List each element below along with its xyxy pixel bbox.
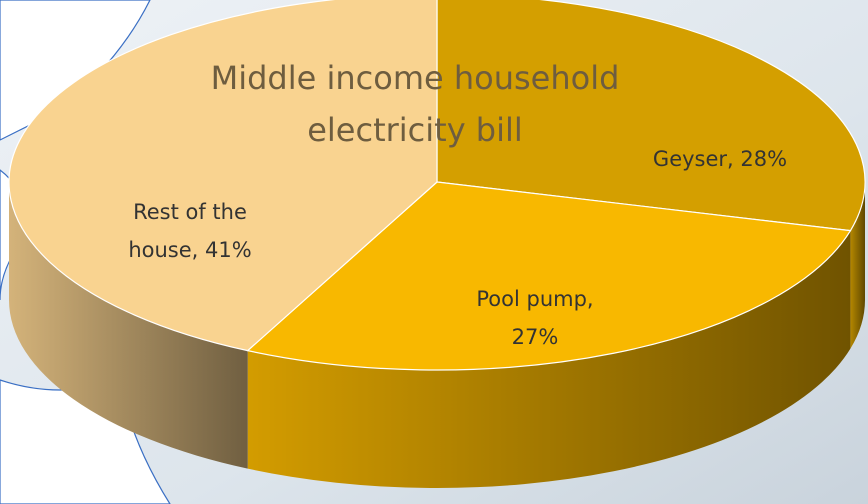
pie — [8, 0, 866, 489]
data-label: Rest of the — [133, 200, 247, 224]
slice — [246, 181, 852, 371]
data-label: Geyser, 28% — [653, 147, 787, 171]
slice-side — [247, 230, 851, 489]
slice — [8, 0, 438, 352]
chart-title: electricity bill — [307, 111, 523, 149]
data-label: 27% — [512, 325, 559, 349]
data-label: Pool pump, — [476, 287, 593, 311]
slice-side — [9, 182, 248, 469]
chart-title: Middle income household — [211, 59, 620, 97]
slice — [436, 0, 866, 232]
slice-side — [850, 182, 865, 349]
data-label: house, 41% — [128, 238, 251, 262]
